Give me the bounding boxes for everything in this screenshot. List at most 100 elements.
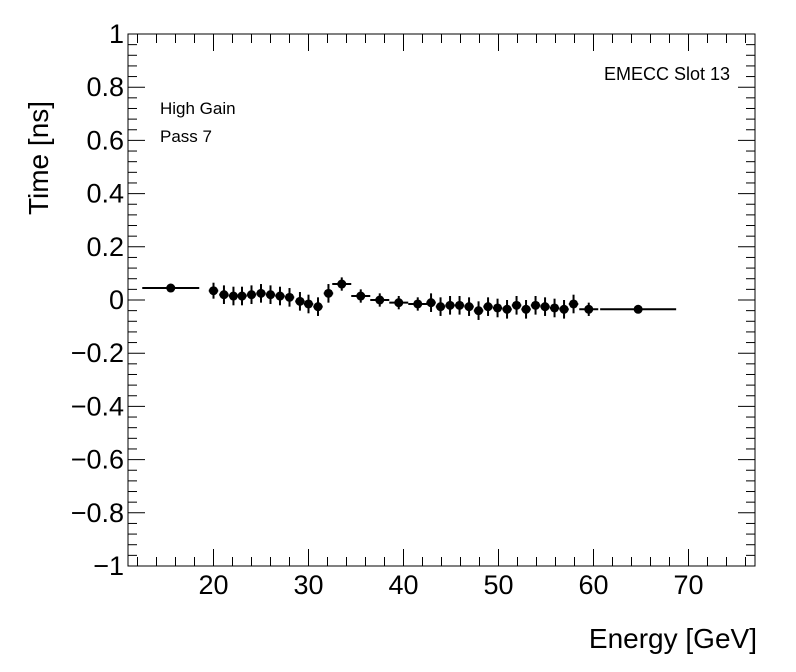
y-tick-label: −0.8 [71,498,124,528]
y-tick-label: 1 [109,19,124,49]
y-tick-label: 0.6 [86,125,124,155]
y-tick-label: 0.8 [86,72,124,102]
data-point [568,294,579,314]
data-point [559,300,569,319]
data-point [284,288,295,307]
point-marker [304,299,313,309]
data-point [228,286,239,306]
y-tick-label: 0.4 [86,179,124,209]
point-marker [512,300,522,310]
point-marker [219,290,229,300]
data-point [521,300,531,319]
point-marker [337,279,347,289]
data-point [540,297,550,316]
y-tick-label: 0 [109,285,124,315]
data-point [445,296,455,315]
data-point [332,277,352,291]
data-point [313,297,323,316]
point-marker [493,303,503,313]
point-marker [295,296,305,306]
data-point [579,302,599,316]
x-tick-label: 20 [198,570,228,600]
data-point [303,294,314,314]
data-point [295,292,305,311]
y-tick-label: −1 [93,551,124,581]
data-point [549,298,560,318]
point-marker [540,302,550,312]
data-point [323,284,334,303]
point-marker [247,290,256,300]
point-marker [394,298,404,308]
point-marker [285,292,294,302]
y-tick-label: −0.4 [71,391,124,421]
point-marker [426,298,436,308]
point-marker [531,300,541,310]
data-point [275,286,285,306]
data-point [370,293,390,307]
point-marker [275,291,285,301]
x-axis-title: Energy [GeV] [589,623,757,654]
point-marker [228,291,238,301]
y-axis-title: Time [ns] [23,101,54,215]
point-marker [413,299,423,309]
data-point [208,282,219,299]
data-point [256,284,266,303]
y-tick-label: 0.2 [86,232,124,262]
x-tick-label: 70 [673,570,703,600]
point-marker [464,302,474,312]
point-marker [584,304,594,314]
data-point [237,286,247,306]
point-marker [436,302,446,312]
point-marker [356,291,366,301]
data-point [389,296,409,310]
point-marker [323,288,333,298]
point-marker [445,300,455,310]
data-point [530,296,541,315]
y-tick-label: −0.2 [71,338,124,368]
x-tick-labels: 20 30 40 50 60 70 [198,570,703,600]
plot-frame [127,33,756,567]
point-marker [502,304,512,314]
point-marker [266,290,275,300]
point-marker [559,304,569,314]
point-marker [483,302,493,312]
axis-ticks [128,33,755,567]
pass-label: Pass 7 [160,127,212,146]
data-point [219,285,229,304]
y-tick-labels: −1 −0.8 −0.6 −0.4 −0.2 0 0.2 0.4 0.6 0.8 1 [71,19,124,581]
point-marker [474,306,484,316]
data-point [502,300,512,319]
point-marker [313,302,323,312]
point-marker [569,299,579,309]
data-point [246,285,257,304]
data-point [265,285,276,304]
data-point [351,289,371,303]
data-point [435,297,446,316]
point-marker [455,300,465,310]
point-marker [521,304,531,314]
x-tick-label: 40 [388,570,418,600]
gain-label: High Gain [160,99,236,118]
point-marker [550,303,560,313]
point-marker [237,291,247,301]
data-point [464,297,474,316]
point-marker [633,304,643,314]
point-marker [256,288,266,298]
x-tick-label: 50 [483,570,513,600]
point-marker [375,295,385,305]
x-tick-label: 30 [293,570,323,600]
data-point [408,297,428,311]
data-point [600,304,677,314]
data-point [492,298,503,318]
data-point [454,296,465,315]
data-point [142,283,200,293]
point-marker [209,286,218,296]
slot-label: EMECC Slot 13 [604,64,730,84]
x-tick-label: 60 [578,570,608,600]
y-tick-label: −0.6 [71,445,124,475]
data-points [142,277,677,320]
data-point [426,293,436,312]
data-point [511,296,522,315]
data-point [483,297,493,316]
